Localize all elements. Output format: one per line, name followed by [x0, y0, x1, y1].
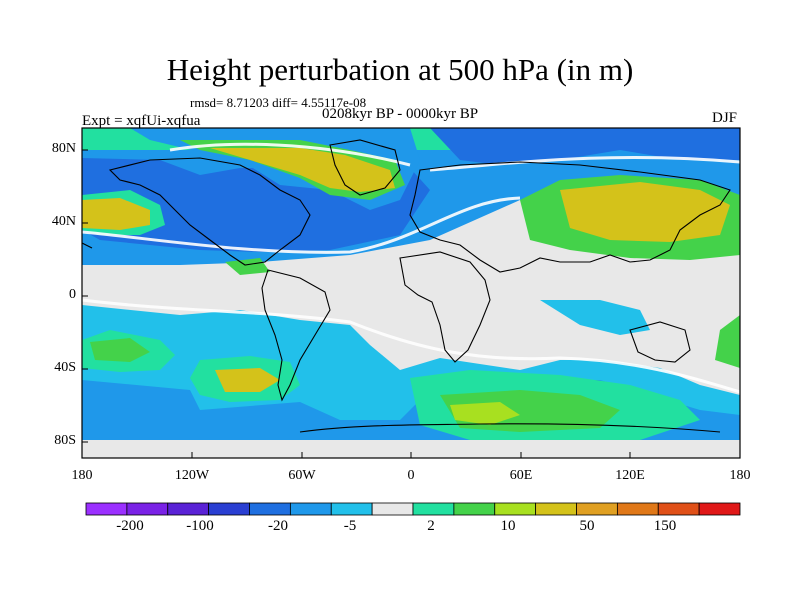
colorbar-swatch [371, 502, 414, 516]
lat-tick-label: 40N [51, 214, 76, 229]
colorbar-swatch [126, 502, 169, 516]
colorbar-swatch [657, 502, 700, 516]
coast-south-greenland [82, 242, 93, 249]
colorbar-swatch [289, 502, 332, 516]
colorbar-swatch [576, 502, 618, 516]
coastlines [82, 139, 731, 433]
season-label: DJF [712, 110, 738, 126]
colorbar-label: 50 [579, 518, 595, 534]
coast-australia [629, 321, 691, 363]
rmsd-diff-stats: rmsd= 8.71203 diff= 4.55117e-08 [190, 95, 367, 110]
axis-ticks [81, 149, 741, 458]
colorbar-label: 10 [500, 518, 516, 534]
colorbar-label: -5 [343, 518, 357, 534]
colorbar-swatch [208, 502, 250, 516]
lon-tick-label: 60E [509, 468, 533, 483]
colorbar-label: -200 [116, 518, 144, 534]
coast-north-america [108, 157, 311, 266]
lon-tick-label: 120E [615, 468, 645, 483]
colorbar-swatch [616, 502, 659, 516]
lat-tick-label: 80S [54, 433, 76, 448]
colorbar-label: -20 [268, 518, 288, 534]
colorbar-label: 2 [427, 518, 435, 534]
colorbar-label: -100 [186, 518, 214, 534]
experiment-label: Expt = xqfUi-xqfua [82, 113, 201, 129]
colorbar-swatch [167, 502, 210, 516]
colorbar-label: 150 [653, 518, 677, 534]
colorbar-swatch [698, 502, 741, 516]
lat-tick-label: 40S [54, 360, 76, 375]
colorbar-swatch [494, 502, 537, 516]
period-label: 0208kyr BP - 0000kyr BP [322, 106, 479, 122]
lon-tick-label: 180 [729, 468, 751, 483]
colorbar-swatch [412, 502, 455, 516]
lat-tick-label: 80N [51, 141, 76, 156]
lon-tick-label: 60W [288, 468, 316, 483]
colorbar [85, 502, 741, 516]
lon-tick-label: 180 [71, 468, 93, 483]
colorbar-swatch [453, 502, 496, 516]
coast-africa [399, 251, 491, 363]
colorbar-swatch [535, 502, 577, 516]
coast-europe-asia [409, 161, 731, 273]
coast-south-america [261, 269, 331, 402]
coast-greenland [329, 139, 401, 196]
colorbar-swatch [85, 502, 128, 516]
lon-tick-label: 0 [407, 468, 415, 483]
map-field [82, 128, 740, 458]
colorbar-swatch [249, 502, 291, 516]
lon-tick-label: 120W [174, 468, 210, 483]
plot-title: Height perturbation at 500 hPa (in m) [166, 52, 634, 87]
lat-tick-label: 0 [69, 287, 76, 302]
coast-antarctica [299, 423, 721, 433]
colorbar-swatch [330, 502, 373, 516]
